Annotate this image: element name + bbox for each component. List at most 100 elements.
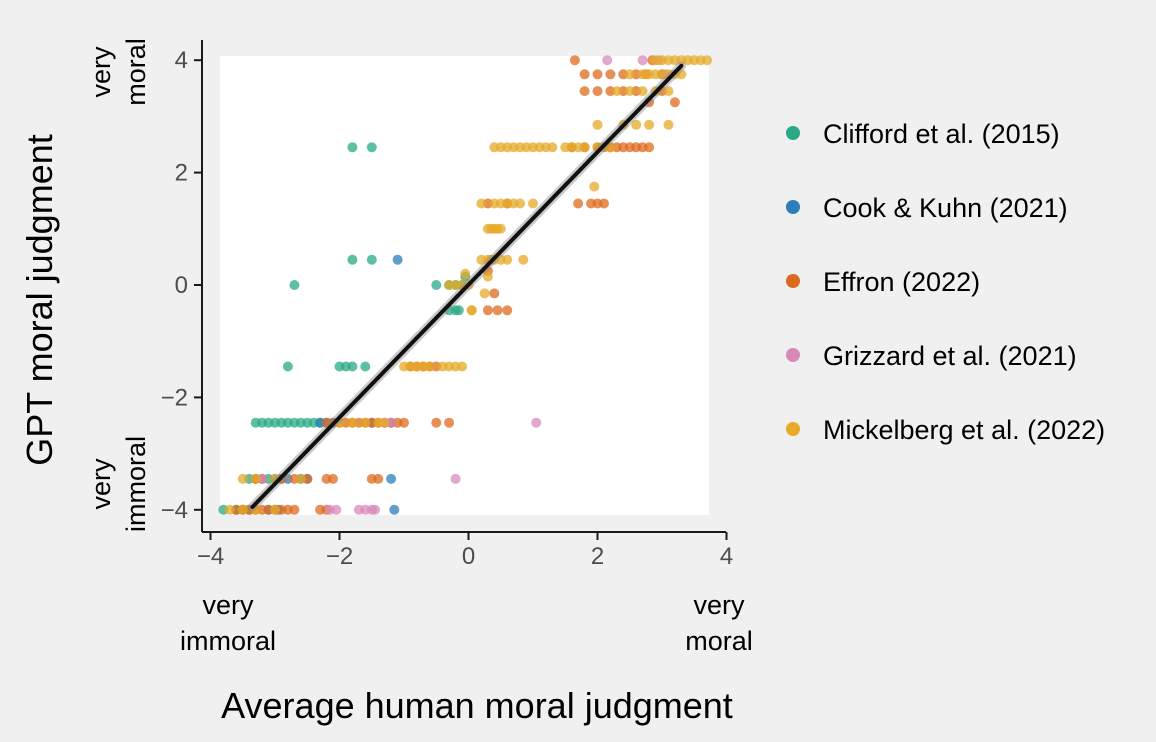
- data-point-series-0: [282, 361, 293, 372]
- data-point-series-4: [482, 271, 493, 282]
- data-point-series-3: [531, 417, 542, 428]
- data-point-series-4: [237, 473, 248, 484]
- x-ticks: −4 −2 0 2 4: [197, 532, 733, 570]
- x-anchor-low-line1: very: [202, 590, 254, 620]
- x-tick-label: 2: [591, 543, 604, 570]
- y-ticks: −4 −2 0 2 4: [161, 47, 202, 524]
- legend-label: Grizzard et al. (2021): [823, 341, 1077, 371]
- data-point-series-4: [237, 504, 248, 515]
- data-point-series-4: [360, 417, 371, 428]
- data-point-series-4: [644, 119, 655, 130]
- data-point-series-4: [270, 504, 280, 515]
- data-point-series-1: [389, 504, 400, 515]
- data-point-series-4: [379, 417, 390, 428]
- data-point-series-4: [631, 119, 642, 130]
- y-tick-label: 0: [175, 272, 188, 299]
- x-anchor-high-line1: very: [693, 590, 745, 620]
- data-point-series-2: [579, 86, 590, 97]
- data-point-series-2: [644, 142, 655, 153]
- data-point-series-4: [347, 417, 358, 428]
- data-point-series-2: [399, 417, 409, 428]
- data-point-series-4: [547, 142, 558, 153]
- y-tick-label: 2: [175, 160, 188, 187]
- data-point-series-4: [502, 254, 513, 265]
- regression-line: [250, 63, 684, 509]
- data-point-series-4: [295, 473, 306, 484]
- data-point-series-4: [624, 69, 635, 80]
- data-point-series-2: [592, 86, 603, 97]
- y-anchor-high-line1: very: [86, 46, 116, 98]
- x-axis-title: Average human moral judgment: [221, 685, 733, 726]
- data-point-series-2: [592, 69, 603, 80]
- data-point-series-2: [444, 417, 455, 428]
- data-point-series-4: [624, 86, 635, 97]
- data-point-series-4: [224, 504, 235, 515]
- data-point-series-2: [573, 198, 584, 209]
- data-point-series-4: [579, 142, 590, 153]
- data-point-series-4: [663, 86, 674, 97]
- data-point-series-4: [518, 254, 529, 265]
- data-point-series-4: [637, 86, 648, 97]
- data-point-series-4: [495, 223, 506, 234]
- data-point-series-3: [450, 473, 461, 484]
- y-anchor-low-line2: immoral: [121, 436, 151, 532]
- legend-label: Clifford et al. (2015): [823, 119, 1060, 149]
- data-point-series-2: [669, 97, 680, 108]
- data-point-series-2: [492, 305, 503, 316]
- legend-swatch: [786, 348, 800, 362]
- data-point-series-3: [331, 504, 342, 515]
- y-axis-title: GPT moral judgment: [19, 134, 60, 465]
- data-point-series-2: [482, 305, 493, 316]
- data-point-series-4: [476, 198, 487, 209]
- data-point-series-2: [489, 288, 500, 299]
- legend-swatch: [786, 200, 800, 214]
- y-tick-label: −4: [161, 497, 188, 524]
- data-point-series-0: [360, 361, 371, 372]
- y-anchor-high-line2: moral: [121, 38, 151, 106]
- y-anchor-low-line1: very: [86, 458, 116, 510]
- legend-label: Cook & Kuhn (2021): [823, 193, 1068, 223]
- data-point-series-4: [424, 361, 435, 372]
- x-anchor-low-line2: immoral: [180, 626, 276, 656]
- data-point-series-4: [515, 198, 526, 209]
- data-point-series-0: [453, 305, 464, 316]
- data-point-series-4: [611, 86, 622, 97]
- data-point-series-4: [479, 288, 490, 299]
- data-point-series-2: [328, 473, 338, 484]
- data-point-series-0: [366, 254, 377, 265]
- data-point-series-4: [676, 69, 687, 80]
- data-point-series-2: [373, 473, 384, 484]
- y-tick-label: 4: [175, 47, 188, 74]
- data-point-series-4: [605, 142, 616, 153]
- data-point-series-2: [431, 417, 442, 428]
- data-point-series-1: [386, 473, 397, 484]
- data-point-series-3: [637, 55, 648, 66]
- data-point-series-3: [370, 504, 380, 515]
- data-point-series-4: [528, 198, 538, 209]
- data-point-series-0: [347, 142, 358, 153]
- legend-label: Mickelberg et al. (2022): [823, 415, 1105, 445]
- regression-line-layer: [247, 61, 686, 512]
- data-point-series-0: [431, 280, 442, 290]
- data-point-series-0: [366, 142, 377, 153]
- data-point-series-4: [460, 268, 471, 279]
- data-point-series-2: [502, 305, 513, 316]
- data-point-series-2: [289, 504, 300, 515]
- legend-label: Effron (2022): [823, 267, 980, 297]
- x-tick-label: 4: [720, 543, 733, 570]
- legend-swatch: [786, 274, 800, 288]
- data-point-series-4: [466, 305, 477, 316]
- x-tick-label: 0: [462, 543, 475, 570]
- x-tick-label: −4: [197, 543, 224, 570]
- data-point-series-0: [347, 361, 358, 372]
- data-point-series-4: [663, 119, 674, 130]
- legend-swatch: [786, 126, 800, 140]
- data-point-series-0: [347, 254, 358, 265]
- x-tick-label: −2: [326, 543, 353, 570]
- data-point-series-4: [457, 361, 468, 372]
- data-point-series-2: [605, 69, 616, 80]
- legend-swatch: [786, 422, 800, 436]
- data-point-series-3: [602, 55, 613, 66]
